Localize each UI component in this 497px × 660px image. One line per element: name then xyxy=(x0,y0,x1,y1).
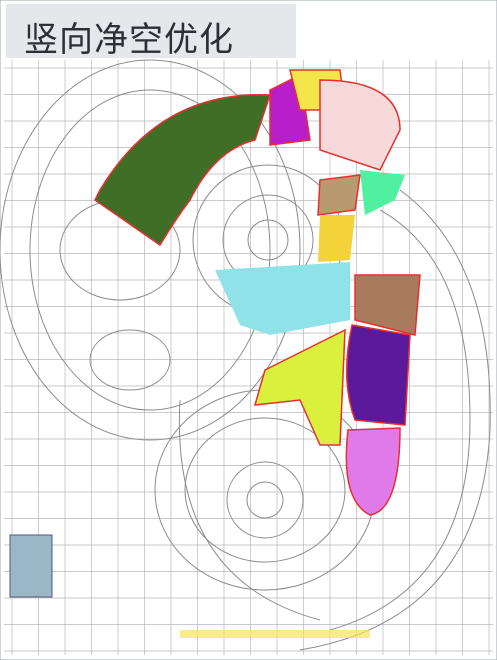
brown-zone xyxy=(354,274,421,336)
linework xyxy=(0,59,491,651)
cyan-zone xyxy=(215,262,350,335)
yellow-block xyxy=(318,215,355,262)
purple-zone xyxy=(345,324,411,426)
caption-strip xyxy=(180,630,370,638)
legend-block xyxy=(9,534,53,598)
pink-zone xyxy=(345,427,401,516)
red-block xyxy=(319,79,401,171)
zones xyxy=(94,69,421,516)
mint-block xyxy=(360,170,405,215)
green-zone xyxy=(94,94,272,247)
tan-block xyxy=(317,174,361,216)
title-box: 竖向净空优化 xyxy=(6,4,296,60)
lime-zone xyxy=(253,328,346,446)
title: 竖向净空优化 xyxy=(24,20,234,60)
